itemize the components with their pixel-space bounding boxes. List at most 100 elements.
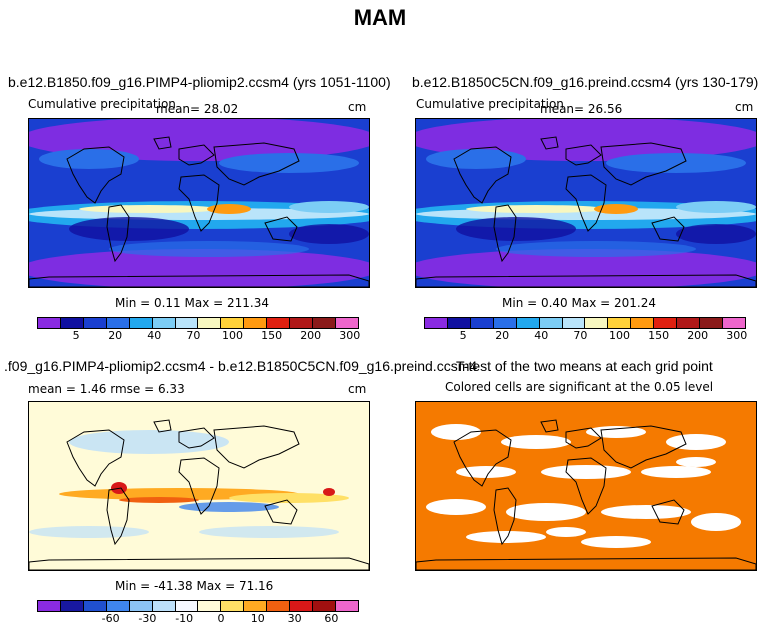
panel3-minmax: Min = -41.38 Max = 71.16 [115, 579, 274, 593]
map-shape [493, 204, 517, 263]
colorbar-tick-label: 100 [609, 329, 630, 342]
colorbar-tick-label: 60 [324, 612, 339, 625]
map-shape [493, 487, 517, 546]
map-shape [178, 457, 220, 515]
field-blob [456, 217, 576, 241]
map-shape [29, 402, 369, 570]
panel2-map [415, 118, 757, 288]
panel2-left-label: Cumulative precipitation [416, 97, 564, 111]
panel3-title: .f09_g16.PIMP4-pliomip2.ccsm4 - b.e12.B1… [4, 358, 478, 374]
map-shape [264, 499, 298, 525]
colorbar-swatch [562, 318, 586, 328]
map-shape [565, 427, 602, 449]
map-shape [540, 419, 559, 433]
colorbar-swatch [60, 601, 84, 611]
colorbar-swatch [335, 318, 358, 328]
field-blob [199, 526, 339, 538]
field-blob [323, 488, 335, 496]
colorbar-swatch [129, 601, 153, 611]
field-blob [581, 536, 651, 548]
map-shape [178, 174, 220, 232]
map-shape [565, 174, 607, 232]
field-blob [466, 531, 546, 543]
colorbar-swatch [152, 601, 176, 611]
field-blob [546, 527, 586, 537]
field-blob [109, 241, 309, 257]
field-blob [676, 201, 756, 213]
field-blob [69, 217, 189, 241]
panel3-units: cm [348, 382, 367, 396]
colorbar-swatch [290, 601, 314, 611]
panel2-minmax: Min = 0.40 Max = 201.24 [502, 296, 656, 310]
field-blob [541, 465, 631, 479]
map-shape [540, 136, 559, 150]
field-blob [666, 434, 726, 450]
panel1-left-label: Cumulative precipitation [28, 97, 176, 111]
field-blob [586, 426, 646, 438]
colorbar-swatch [175, 601, 199, 611]
colorbar-swatch [198, 318, 222, 328]
colorbar-swatch [38, 318, 61, 328]
colorbar-swatch [335, 601, 358, 611]
colorbar-swatch [493, 318, 517, 328]
map-shape [29, 557, 369, 570]
map-shape [153, 136, 172, 150]
field-blob [501, 435, 571, 449]
colorbar-swatch [290, 318, 314, 328]
field-blob [676, 457, 716, 467]
colorbar-swatch [722, 318, 745, 328]
colorbar-tick-label: 150 [648, 329, 670, 342]
colorbar-swatch [129, 318, 153, 328]
panel3-map [28, 401, 370, 571]
map-shape [178, 144, 215, 166]
colorbar-swatch [654, 318, 678, 328]
panel1-colorbar-ticks: 5 20 40 70 100 150 200 300 [37, 329, 361, 343]
colorbar-swatch [175, 318, 199, 328]
colorbar-swatch [198, 601, 222, 611]
field-blob [641, 466, 711, 478]
field-blob [601, 505, 691, 519]
colorbar-swatch [60, 318, 84, 328]
map-shape [106, 204, 130, 263]
colorbar-tick-label: 20 [108, 329, 123, 342]
field-blob [119, 497, 199, 503]
colorbar-tick-label: 5 [72, 329, 80, 342]
field-blob [676, 224, 756, 244]
colorbar-tick-label: 200 [687, 329, 709, 342]
colorbar-tick-label: 20 [495, 329, 510, 342]
colorbar-swatch [677, 318, 701, 328]
colorbar-swatch [83, 318, 107, 328]
panel1-minmax: Min = 0.11 Max = 211.34 [115, 296, 269, 310]
colorbar-tick-label: 200 [300, 329, 322, 342]
panel4-subtitle: Colored cells are significant at the 0.0… [445, 380, 714, 394]
colorbar-tick-label: -30 [138, 612, 157, 625]
panel1-mean: mean= 28.02 [156, 102, 239, 116]
map-shape [106, 487, 130, 546]
field-blob [39, 149, 139, 169]
colorbar-tick-label: 5 [459, 329, 467, 342]
colorbar-swatch [152, 318, 176, 328]
colorbar-swatch [244, 318, 268, 328]
figure-title: MAM [353, 5, 407, 30]
panel2-mean: mean= 26.56 [540, 102, 623, 116]
colorbar-swatch [585, 318, 609, 328]
map-shape [264, 216, 298, 242]
colorbar-swatch [470, 318, 494, 328]
panel4-title: T-test of the two means at each grid poi… [456, 358, 713, 374]
field-blob [289, 201, 369, 213]
map-shape [66, 146, 125, 204]
colorbar-swatch [313, 601, 336, 611]
map-shape [416, 274, 756, 287]
panel2-colorbar-ticks: 5 20 40 70 100 150 200 300 [424, 329, 748, 343]
colorbar-tick-label: 300 [726, 329, 748, 342]
map-shape [416, 557, 756, 570]
map-shape [213, 425, 300, 469]
colorbar-tick-label: 40 [534, 329, 549, 342]
panel1-units: cm [348, 100, 367, 114]
colorbar-tick-label: -60 [101, 612, 120, 625]
map-shape [213, 142, 300, 186]
field-blob [289, 224, 369, 244]
panel1-title: b.e12.B1850.f09_g16.PIMP4-pliomip2.ccsm4… [8, 74, 391, 90]
colorbar-swatch [267, 601, 291, 611]
map-shape [651, 216, 685, 242]
